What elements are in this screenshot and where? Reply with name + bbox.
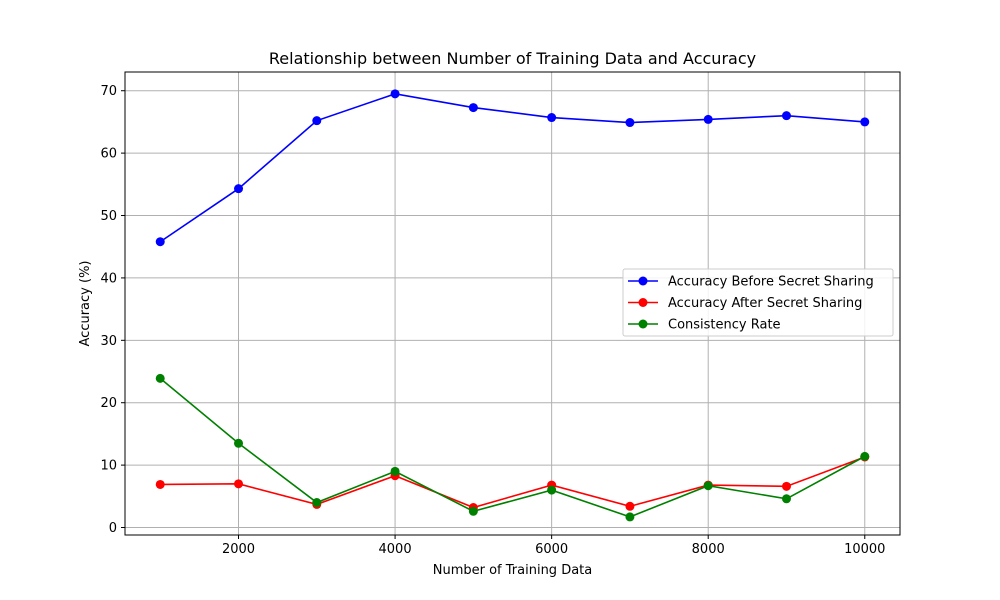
legend-entry-label: Consistency Rate <box>668 318 781 333</box>
legend-entry-label: Accuracy After Secret Sharing <box>668 296 862 311</box>
data-point <box>625 512 635 522</box>
series-1 <box>155 89 870 247</box>
legend: Accuracy Before Secret Sharing Accuracy A… <box>622 268 894 337</box>
data-point <box>234 184 244 194</box>
series-layer <box>155 89 870 522</box>
data-point <box>234 479 244 489</box>
data-point <box>468 506 478 516</box>
y-tick-label: 30 <box>100 334 117 349</box>
data-point <box>860 451 870 461</box>
axis-ticks: 2000 4000 6000 8000 10000 0 10 20 30 40 50 60 70 <box>100 84 885 557</box>
x-tick-label: 10000 <box>844 542 885 557</box>
data-point <box>703 114 713 124</box>
data-point <box>155 479 165 489</box>
legend-marker <box>638 276 648 286</box>
y-tick-label: 40 <box>100 271 117 286</box>
data-point <box>390 89 400 99</box>
data-point <box>312 116 322 126</box>
data-point <box>625 118 635 128</box>
plot-frame <box>124 71 901 536</box>
data-point <box>703 481 713 491</box>
data-point <box>781 481 791 491</box>
chart-title: Relationship between Number of Training … <box>269 49 756 68</box>
legend-entry-label: Accuracy Before Secret Sharing <box>668 275 874 290</box>
x-tick-label: 6000 <box>535 542 568 557</box>
data-point <box>781 111 791 121</box>
data-point <box>312 498 322 508</box>
x-axis-label: Number of Training Data <box>433 563 593 578</box>
data-point <box>781 494 791 504</box>
data-point <box>547 113 557 123</box>
y-tick-label: 50 <box>100 209 117 224</box>
series-line <box>160 456 866 509</box>
legend-box <box>622 268 894 337</box>
y-tick-label: 0 <box>109 521 117 536</box>
y-tick-label: 60 <box>100 147 117 162</box>
legend-marker <box>638 298 648 307</box>
data-point <box>390 466 400 476</box>
y-tick-label: 10 <box>100 459 117 474</box>
data-point <box>625 501 635 511</box>
series-line <box>159 377 866 518</box>
data-point <box>155 373 165 383</box>
series-3 <box>155 373 870 522</box>
y-axis-label: Accuracy (%) <box>78 261 93 347</box>
legend-marker <box>638 319 648 329</box>
x-tick-label: 2000 <box>222 542 255 557</box>
x-tick-label: 4000 <box>379 542 412 557</box>
y-tick-label: 20 <box>100 396 117 411</box>
data-point <box>234 438 244 448</box>
data-point <box>547 485 557 495</box>
data-point <box>155 237 165 247</box>
y-tick-label: 70 <box>100 84 117 99</box>
data-point <box>468 103 478 113</box>
data-point <box>860 117 870 127</box>
series-line <box>159 93 865 243</box>
x-tick-label: 8000 <box>692 542 725 557</box>
